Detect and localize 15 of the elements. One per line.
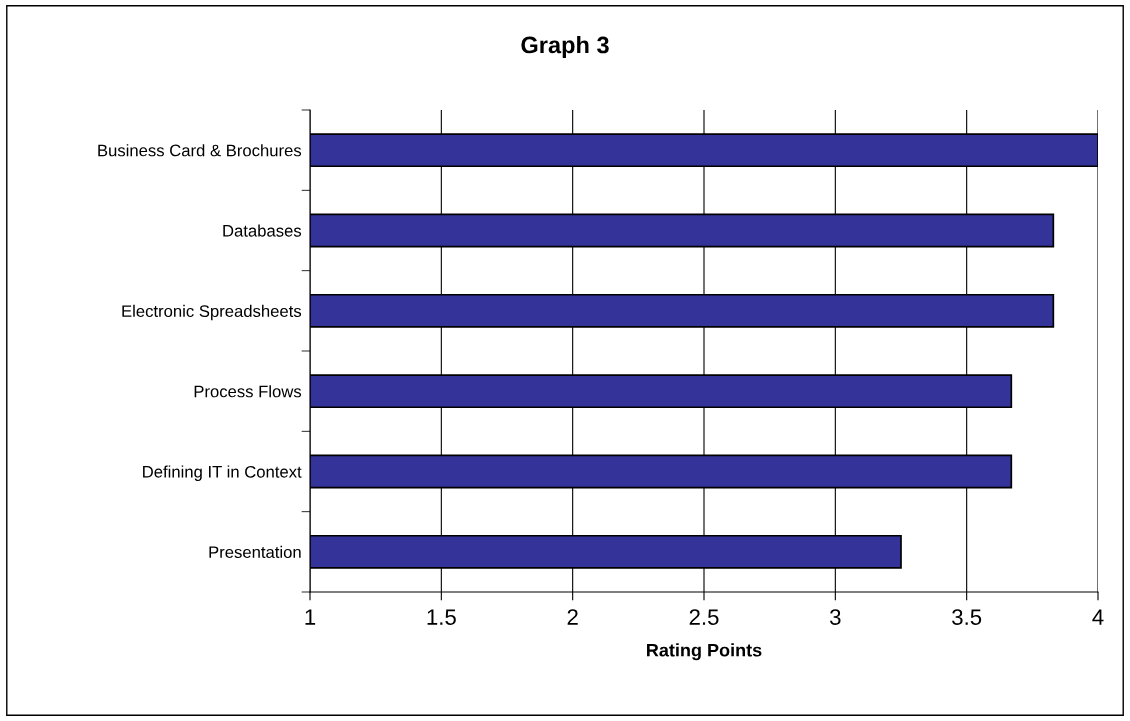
x-tick-label: 2 — [567, 609, 578, 625]
x-axis-title: Rating Points — [647, 643, 762, 661]
x-tick-label: 2.5 — [689, 609, 719, 625]
x-tick-label: 3 — [830, 609, 841, 625]
y-tick-label: Electronic Spreadsheets — [122, 304, 302, 321]
y-tick-label: Process Flows — [194, 385, 302, 398]
chart-title: Graph 3 — [521, 36, 609, 58]
y-tick-label: Databases — [223, 224, 302, 237]
y-tick-label: Business Card & Brochures — [98, 144, 302, 157]
y-tick-label: Presentation — [209, 545, 301, 559]
x-tick-label: 4 — [1092, 609, 1104, 625]
x-tick-label: 1 — [305, 609, 316, 625]
y-tick-label: Defining IT in Context — [143, 465, 302, 481]
x-tick-label: 1.5 — [427, 609, 456, 625]
x-tick-label: 3.5 — [952, 609, 982, 625]
